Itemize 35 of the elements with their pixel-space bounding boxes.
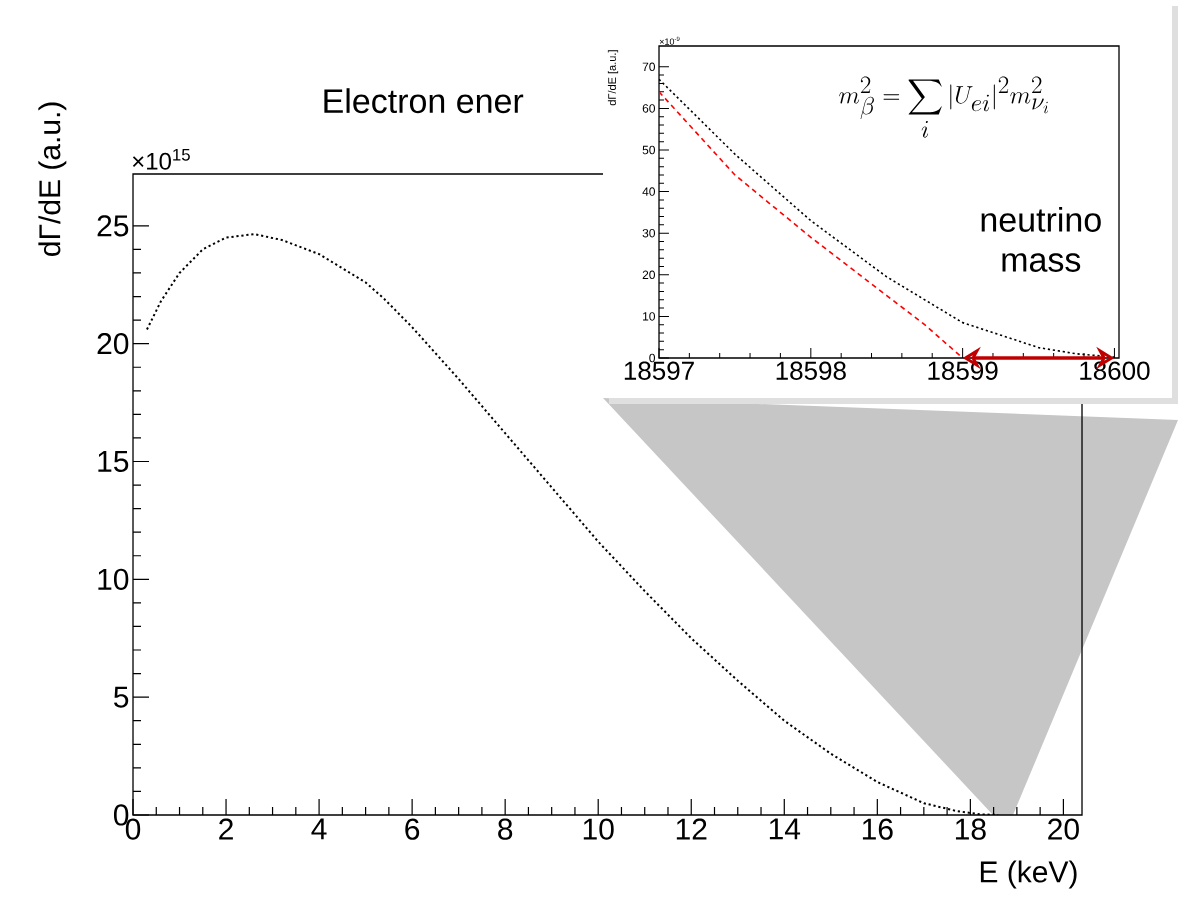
x-tick-label: 18598 xyxy=(776,361,846,380)
y-tick-label: 30 xyxy=(642,228,656,238)
x-tick-label: 12 xyxy=(676,818,707,840)
y-tick-label: 20 xyxy=(642,270,656,280)
x-tick-label: 18599 xyxy=(928,361,998,380)
x-tick-label: 16 xyxy=(862,818,893,840)
y-tick-label: 25 xyxy=(97,215,129,237)
y-tick-label: 50 xyxy=(642,145,656,155)
y-tick-label: 60 xyxy=(642,104,656,113)
text: ×10$^{15}$ xyxy=(132,148,190,170)
x-tick-label: 8 xyxy=(498,818,513,840)
x-tick-label: 18600 xyxy=(1080,361,1150,380)
chart-title: Electron ener xyxy=(324,88,524,114)
annotation: neutrino mass xyxy=(981,206,1101,272)
y-tick-label: 20 xyxy=(97,333,129,355)
y-tick-label: 10 xyxy=(643,312,656,321)
y-tick-label: 0 xyxy=(649,353,656,363)
y-axis-title: dΓ/dE (a.u.) xyxy=(38,102,67,256)
annotation: $m_{\beta}^2 = \sum_i |U_{ei}|^2 m_{\nu_i}^2$ xyxy=(839,76,1048,138)
x-tick-label: 2 xyxy=(219,818,233,840)
y-tick-label: 10 xyxy=(98,568,129,590)
x-axis-title: E (keV) xyxy=(980,860,1077,889)
text: ×10$^{-9}$ xyxy=(659,36,680,45)
x-tick-label: 4 xyxy=(311,818,327,840)
y-tick-label: 40 xyxy=(642,187,656,196)
x-tick-label: 10 xyxy=(583,818,614,840)
x-tick-label: 14 xyxy=(769,818,801,840)
x-tick-label: 18597 xyxy=(624,361,694,380)
y-axis-title: dΓ/dE [a.u.] xyxy=(607,50,619,106)
y-tick-label: 70 xyxy=(642,62,656,72)
y-tick-label: 5 xyxy=(114,686,129,708)
x-tick-label: 6 xyxy=(405,818,420,840)
x-tick-label: 18 xyxy=(955,818,986,840)
x-tick-label: 20 xyxy=(1048,818,1079,840)
y-tick-label: 15 xyxy=(98,451,129,472)
